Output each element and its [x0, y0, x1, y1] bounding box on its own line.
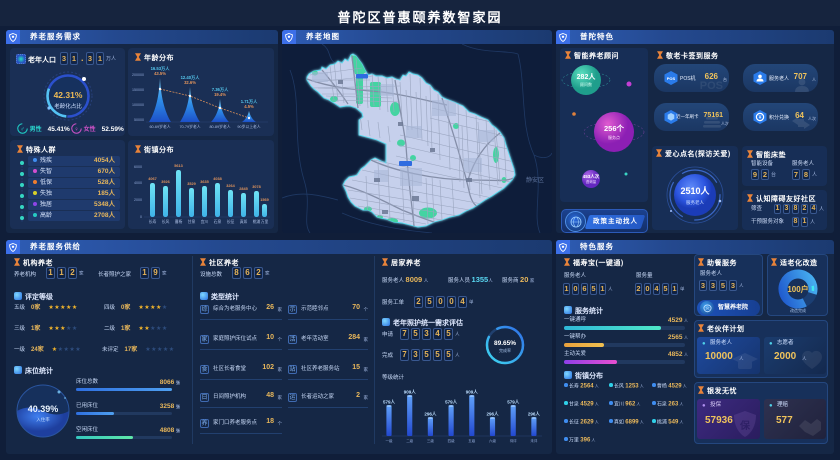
svg-text:579人: 579人: [445, 399, 458, 405]
svg-text:89.65%: 89.65%: [494, 340, 516, 347]
svg-text:90岁以上老人: 90岁以上老人: [237, 124, 260, 129]
svg-text:7.36万人: 7.36万人: [212, 86, 229, 93]
svg-text:待评: 待评: [510, 438, 517, 443]
svg-text:改造完成: 改造完成: [790, 307, 806, 313]
svg-text:296人: 296人: [424, 411, 437, 417]
svg-text:16.53万人: 16.53万人: [151, 65, 171, 72]
svg-text:曹杨: 曹杨: [175, 219, 183, 224]
svg-text:一级: 一级: [386, 438, 394, 443]
svg-text:32.6%: 32.6%: [184, 80, 196, 85]
svg-text:服务点: 服务点: [608, 134, 620, 140]
svg-text:80-89岁老人: 80-89岁老人: [209, 124, 230, 129]
svg-text:六级: 六级: [489, 438, 497, 443]
svg-text:579人: 579人: [383, 399, 396, 405]
svg-text:5613: 5613: [174, 164, 182, 168]
svg-text:1569: 1569: [260, 198, 268, 202]
svg-text:万里: 万里: [261, 219, 269, 224]
svg-text:256个: 256个: [604, 123, 625, 133]
svg-text:静安区: 静安区: [526, 176, 544, 184]
svg-text:4038: 4038: [213, 177, 221, 181]
svg-text:宜川: 宜川: [201, 219, 209, 224]
svg-text:100000: 100000: [132, 103, 144, 107]
svg-text:入住率: 入住率: [36, 416, 50, 423]
svg-text:6000: 6000: [134, 165, 142, 169]
svg-text:3926: 3926: [161, 180, 169, 184]
svg-text:桃浦: 桃浦: [253, 219, 261, 224]
svg-text:12.40万人: 12.40万人: [181, 74, 201, 81]
svg-text:长风: 长风: [162, 219, 170, 224]
svg-text:3264: 3264: [226, 184, 235, 188]
svg-text:未评: 未评: [530, 438, 537, 443]
svg-text:保: 保: [739, 419, 751, 432]
svg-text:服务老人: 服务老人: [686, 199, 704, 206]
svg-text:五级: 五级: [468, 438, 476, 443]
svg-text:长征: 长征: [227, 219, 235, 224]
svg-text:282人: 282人: [577, 72, 597, 81]
svg-text:453人次: 453人次: [583, 173, 600, 180]
svg-text:4.5%: 4.5%: [244, 104, 254, 109]
svg-text:4000: 4000: [134, 181, 142, 185]
svg-text:长寿: 长寿: [149, 219, 157, 224]
svg-text:100户: 100户: [787, 284, 808, 294]
svg-text:40.39%: 40.39%: [28, 404, 59, 414]
svg-text:909人: 909人: [466, 389, 479, 395]
svg-text:43.5%: 43.5%: [154, 71, 166, 76]
svg-text:甘泉: 甘泉: [188, 219, 196, 224]
svg-text:296人: 296人: [486, 411, 499, 417]
svg-text:60-69岁老人: 60-69岁老人: [149, 124, 170, 129]
svg-text:四级: 四级: [448, 438, 455, 443]
svg-text:咨询量: 咨询量: [586, 179, 597, 184]
svg-text:579人: 579人: [507, 399, 520, 405]
svg-text:♀: ♀: [74, 126, 79, 133]
svg-text:♂: ♂: [20, 126, 25, 133]
svg-text:2510人: 2510人: [680, 185, 710, 196]
svg-text:50000: 50000: [134, 118, 144, 122]
svg-text:POS: POS: [667, 76, 676, 81]
svg-text:石泉: 石泉: [214, 219, 222, 224]
svg-text:三级: 三级: [427, 438, 435, 443]
svg-text:150000: 150000: [132, 88, 144, 92]
svg-text:顾问数: 顾问数: [580, 81, 592, 87]
svg-text:200000: 200000: [132, 73, 144, 77]
svg-text:真如: 真如: [240, 219, 248, 224]
svg-text:二级: 二级: [406, 438, 413, 443]
svg-text:3078: 3078: [252, 185, 260, 189]
svg-text:2000: 2000: [134, 198, 142, 202]
svg-text:4067: 4067: [148, 177, 156, 181]
svg-text:3529: 3529: [187, 182, 195, 186]
svg-text:¥: ¥: [759, 115, 762, 121]
svg-text:42.31%: 42.31%: [54, 90, 83, 100]
svg-text:19.4%: 19.4%: [214, 92, 226, 97]
svg-text:2845: 2845: [239, 187, 247, 191]
svg-text:70-79岁老人: 70-79岁老人: [179, 124, 200, 129]
svg-text:完成率: 完成率: [499, 347, 511, 353]
svg-text:296人: 296人: [528, 411, 541, 417]
svg-text:3635: 3635: [200, 180, 208, 184]
svg-text:老龄化占比: 老龄化占比: [54, 102, 82, 110]
svg-text:1.71万人: 1.71万人: [241, 98, 258, 105]
svg-text:909人: 909人: [404, 389, 417, 395]
svg-text:0: 0: [140, 215, 142, 219]
